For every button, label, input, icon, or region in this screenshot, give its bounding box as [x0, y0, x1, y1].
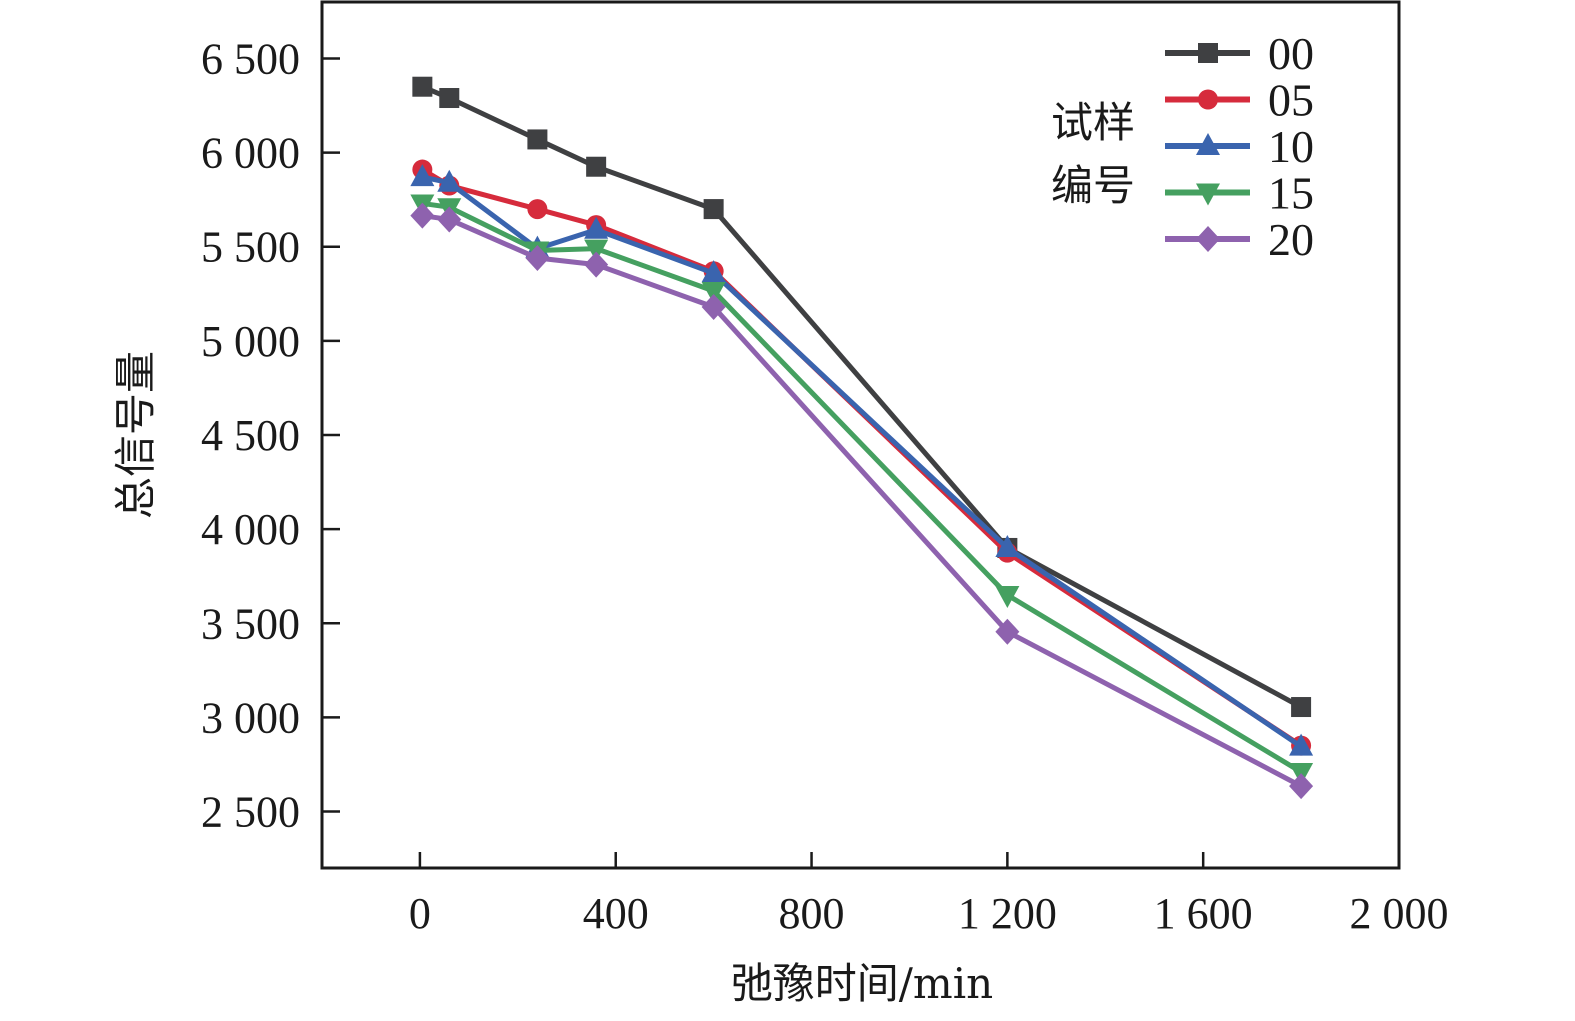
series-15: [410, 194, 1314, 785]
legend-label: 00: [1268, 28, 1314, 79]
legend-item-00: 00: [1165, 28, 1314, 79]
data-point-15: [701, 281, 726, 304]
data-point-20: [525, 245, 550, 272]
data-point-00: [703, 199, 724, 220]
data-point-00: [439, 88, 460, 109]
y-axis: 2 500 3 000 3 500 4 000 4 500 5 000 5 500 6 000…: [201, 34, 340, 837]
data-point-00: [412, 76, 433, 97]
data-point-10: [1289, 733, 1314, 756]
series-line-00: [421, 84, 1303, 710]
legend-marker-triangle-up-icon: [1196, 133, 1220, 155]
legend-marker-triangle-down-icon: [1196, 183, 1220, 206]
legend-label: 10: [1268, 121, 1314, 172]
data-point-20: [1289, 773, 1314, 800]
y-tick-label: 6 500: [201, 34, 300, 83]
y-tick-label: 3 500: [201, 599, 300, 648]
series-layer: [410, 76, 1314, 800]
series-00: [412, 76, 1312, 718]
series-20: [410, 202, 1314, 800]
x-tick-label: 1 600: [1154, 889, 1253, 938]
legend-title-line-2: 编号: [1051, 161, 1135, 210]
y-tick-label: 4 500: [201, 411, 300, 460]
series-line-15: [422, 200, 1303, 775]
legend-label: 15: [1268, 168, 1314, 219]
y-tick-label: 5 500: [201, 223, 300, 272]
x-axis-title: 弛豫时间/min: [731, 959, 993, 1008]
legend-marker-circle-icon: [1198, 89, 1218, 110]
x-tick-label: 2 000: [1350, 889, 1449, 938]
legend-item-20: 20: [1165, 214, 1314, 265]
data-point-00: [586, 156, 607, 177]
data-point-00: [1291, 697, 1312, 718]
plot-frame: [320, 0, 1401, 870]
x-tick-label: 800: [779, 889, 845, 938]
legend-item-15: 15: [1165, 168, 1314, 219]
y-tick-label: 6 000: [201, 129, 300, 178]
data-point-20: [584, 251, 609, 278]
legend-marker-diamond-icon: [1196, 226, 1220, 252]
y-axis-title: 总信号量: [111, 351, 160, 519]
y-tick-label: 2 500: [201, 788, 300, 837]
y-tick-label: 4 000: [201, 505, 300, 554]
data-point-05: [527, 199, 548, 220]
data-point-20: [995, 618, 1020, 645]
x-axis: 0 400 800 1 200 1 600 2 000: [409, 852, 1449, 938]
legend-item-05: 05: [1165, 75, 1314, 126]
x-tick-label: 400: [583, 889, 649, 938]
data-point-20: [437, 206, 462, 233]
data-point-10: [701, 260, 726, 283]
data-point-15: [584, 239, 609, 262]
legend-item-10: 10: [1165, 121, 1314, 172]
legend-label: 05: [1268, 75, 1314, 126]
legend-label: 20: [1268, 214, 1314, 265]
x-tick-label: 1 200: [958, 889, 1057, 938]
data-point-15: [995, 586, 1020, 609]
y-tick-label: 3 000: [201, 693, 300, 742]
legend-title-line-1: 试样: [1051, 98, 1135, 147]
y-tick-label: 5 000: [201, 317, 300, 366]
data-point-20: [410, 202, 435, 229]
data-point-00: [527, 129, 548, 150]
series-line-20: [422, 213, 1303, 789]
data-point-10: [584, 216, 609, 239]
data-point-20: [701, 293, 726, 320]
data-point-10: [995, 534, 1020, 557]
x-tick-label: 0: [409, 889, 431, 938]
data-point-10: [437, 169, 462, 192]
data-point-10: [410, 164, 435, 187]
legend-marker-square-icon: [1198, 43, 1218, 63]
